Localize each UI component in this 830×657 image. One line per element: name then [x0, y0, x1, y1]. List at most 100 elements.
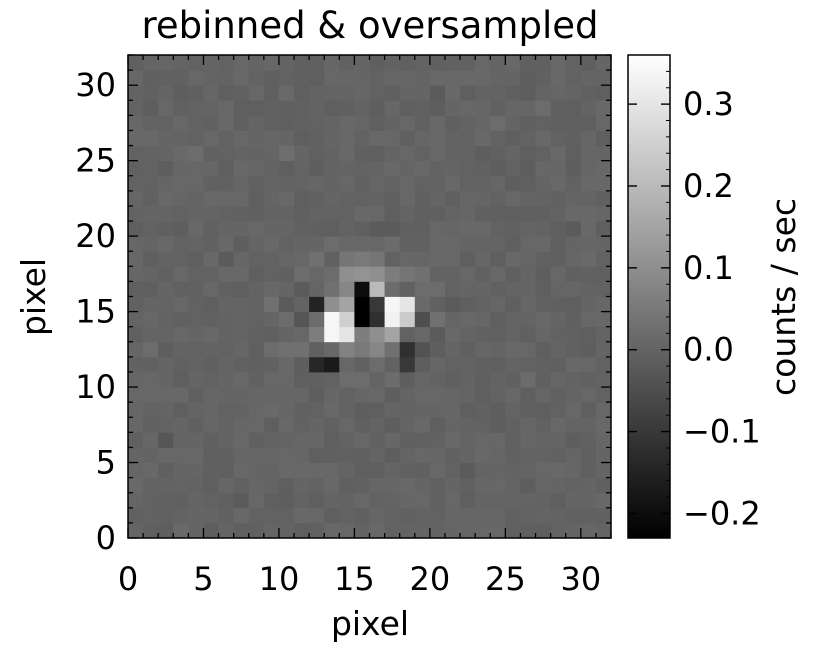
- heatmap-cell: [324, 266, 340, 282]
- heatmap-cell: [354, 296, 370, 312]
- heatmap-cell: [429, 492, 446, 509]
- heatmap-cell: [354, 85, 370, 101]
- heatmap-cell: [490, 371, 506, 388]
- heatmap-cell: [580, 296, 597, 312]
- heatmap-cell: [475, 160, 491, 177]
- heatmap-cell: [188, 296, 204, 312]
- heatmap-cell: [429, 55, 446, 71]
- heatmap-cell: [399, 311, 416, 328]
- heatmap-cell: [309, 477, 325, 494]
- heatmap-cell: [128, 371, 144, 388]
- heatmap-cell: [263, 477, 280, 494]
- heatmap-cell: [158, 175, 174, 192]
- heatmap-cell: [158, 402, 174, 418]
- heatmap-cell: [263, 326, 280, 343]
- heatmap-cell: [233, 371, 250, 388]
- y-tick-label: 30: [75, 66, 116, 104]
- heatmap-cell: [354, 477, 370, 494]
- heatmap-cell: [143, 492, 159, 509]
- heatmap-cell: [550, 311, 567, 328]
- heatmap-cell: [490, 387, 506, 403]
- heatmap-cell: [475, 492, 491, 509]
- heatmap-cell: [218, 311, 235, 328]
- heatmap-cell: [399, 221, 416, 237]
- heatmap-cell: [369, 402, 385, 418]
- heatmap-cell: [444, 417, 461, 433]
- heatmap-cell: [278, 115, 295, 131]
- heatmap-cell: [399, 175, 416, 192]
- heatmap-cell: [490, 356, 506, 373]
- heatmap-cell: [369, 477, 385, 494]
- heatmap-cell: [233, 221, 250, 237]
- heatmap-cell: [444, 130, 461, 146]
- heatmap-cell: [233, 387, 250, 403]
- heatmap-cell: [263, 402, 280, 418]
- heatmap-cell: [173, 190, 189, 207]
- heatmap-cell: [218, 190, 235, 207]
- heatmap-cell: [580, 190, 597, 207]
- heatmap-cell: [384, 190, 401, 207]
- heatmap-cell: [520, 387, 536, 403]
- heatmap-cell: [505, 417, 521, 433]
- heatmap-cell: [188, 447, 204, 463]
- heatmap-cell: [143, 281, 159, 297]
- heatmap-cell: [444, 85, 461, 101]
- heatmap-cell: [263, 266, 280, 282]
- heatmap-cell: [173, 311, 189, 328]
- heatmap-cell: [248, 296, 265, 312]
- heatmap-cell: [128, 296, 144, 312]
- heatmap-cell: [339, 130, 355, 146]
- heatmap-cell: [188, 371, 204, 388]
- heatmap-cell: [580, 402, 597, 418]
- heatmap-cell: [535, 236, 552, 252]
- heatmap-cell: [490, 507, 506, 524]
- heatmap-cell: [233, 477, 250, 494]
- heatmap-cell: [520, 341, 536, 358]
- heatmap-cell: [475, 522, 491, 539]
- colorbar-label: counts / sec: [764, 198, 803, 396]
- heatmap-cell: [339, 190, 355, 207]
- heatmap-cell: [505, 522, 521, 539]
- heatmap-cell: [580, 371, 597, 388]
- heatmap-cell: [475, 130, 491, 146]
- heatmap-cell: [414, 507, 431, 524]
- heatmap-cell: [475, 326, 491, 343]
- heatmap-cell: [429, 356, 446, 373]
- heatmap-cell: [203, 175, 219, 192]
- heatmap-cell: [339, 432, 355, 448]
- heatmap-cell: [173, 115, 189, 131]
- heatmap-cell: [248, 85, 265, 101]
- heatmap-cell: [429, 251, 446, 267]
- heatmap-cell: [429, 507, 446, 524]
- heatmap-cell: [429, 160, 446, 177]
- heatmap-cell: [278, 55, 295, 71]
- heatmap-cell: [429, 522, 446, 539]
- heatmap-cell: [444, 221, 461, 237]
- heatmap-cell: [550, 447, 567, 463]
- heatmap-cell: [475, 447, 491, 463]
- heatmap-cell: [595, 221, 612, 237]
- heatmap-cell: [158, 236, 174, 252]
- heatmap-cell: [173, 85, 189, 101]
- heatmap-cell: [263, 115, 280, 131]
- heatmap-cell: [218, 160, 235, 177]
- heatmap-cell: [550, 387, 567, 403]
- heatmap-cell: [414, 175, 431, 192]
- heatmap-cell: [339, 205, 355, 222]
- heatmap-cell: [294, 311, 310, 328]
- heatmap-cell: [520, 55, 536, 71]
- heatmap-cell: [143, 522, 159, 539]
- heatmap-cell: [188, 251, 204, 267]
- heatmap-cell: [188, 341, 204, 358]
- heatmap-cell: [278, 70, 295, 86]
- heatmap-cell: [384, 160, 401, 177]
- heatmap-cell: [369, 190, 385, 207]
- heatmap-cell: [354, 190, 370, 207]
- heatmap-cell: [188, 55, 204, 71]
- heatmap-cell: [460, 387, 476, 403]
- heatmap-cell: [384, 477, 401, 494]
- heatmap-cell: [505, 160, 521, 177]
- heatmap-cell: [580, 266, 597, 282]
- heatmap-cell: [248, 145, 265, 162]
- heatmap-cell: [475, 477, 491, 494]
